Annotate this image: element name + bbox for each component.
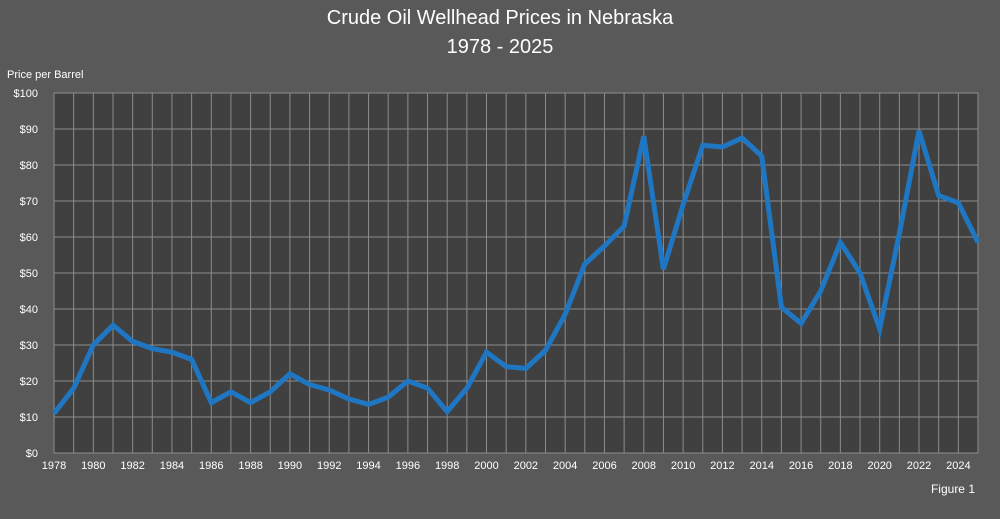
x-tick-label: 2020 xyxy=(867,460,891,472)
x-tick-label: 1998 xyxy=(435,460,459,472)
x-tick-label: 2006 xyxy=(592,460,616,472)
x-tick-label: 2022 xyxy=(907,460,931,472)
x-tick-label: 1992 xyxy=(317,460,341,472)
y-tick-label: $0 xyxy=(26,448,38,460)
x-tick-label: 1982 xyxy=(120,460,144,472)
x-tick-label: 1996 xyxy=(396,460,420,472)
x-tick-label: 1978 xyxy=(42,460,66,472)
y-tick-label: $10 xyxy=(20,412,38,424)
figure-label: Figure 1 xyxy=(931,482,975,496)
y-tick-label: $80 xyxy=(20,160,38,172)
x-tick-label: 1984 xyxy=(160,460,184,472)
y-tick-label: $100 xyxy=(14,88,38,100)
series-group xyxy=(52,130,981,416)
x-tick-label: 2002 xyxy=(514,460,538,472)
chart-title: Crude Oil Wellhead Prices in Nebraska xyxy=(327,7,674,29)
x-tick-label: 2004 xyxy=(553,460,577,472)
y-axis-label: Price per Barrel xyxy=(7,69,83,81)
x-tick-label: 2018 xyxy=(828,460,852,472)
x-tick-label: 1986 xyxy=(199,460,223,472)
y-tick-label: $50 xyxy=(20,268,38,280)
y-tick-label: $40 xyxy=(20,304,38,316)
y-tick-label: $30 xyxy=(20,340,38,352)
x-tick-label: 2000 xyxy=(474,460,498,472)
x-tick-label: 2010 xyxy=(671,460,695,472)
x-tick-label: 2012 xyxy=(710,460,734,472)
x-tick-label: 1990 xyxy=(278,460,302,472)
y-tick-label: $20 xyxy=(20,376,38,388)
x-tick-label: 2014 xyxy=(750,460,774,472)
y-tick-label: $70 xyxy=(20,196,38,208)
x-tick-label: 1988 xyxy=(238,460,262,472)
gridlines xyxy=(53,92,979,454)
x-tick-label: 2008 xyxy=(632,460,656,472)
x-tick-label: 2024 xyxy=(946,460,970,472)
y-tick-label: $60 xyxy=(20,232,38,244)
x-tick-label: 1994 xyxy=(356,460,380,472)
y-tick-label: $90 xyxy=(20,124,38,136)
series-line xyxy=(52,130,981,416)
x-axis-ticks: 1978 1980 1982 1984 1986 1988 1990 1992 1994 1996… xyxy=(42,460,971,472)
chart-subtitle: 1978 - 2025 xyxy=(447,36,554,58)
x-tick-label: 1980 xyxy=(81,460,105,472)
x-tick-label: 2016 xyxy=(789,460,813,472)
y-axis-ticks: $0 $10 $20 $30 $40 $50 $60 $70 $80 $90 $100 xyxy=(14,88,38,460)
